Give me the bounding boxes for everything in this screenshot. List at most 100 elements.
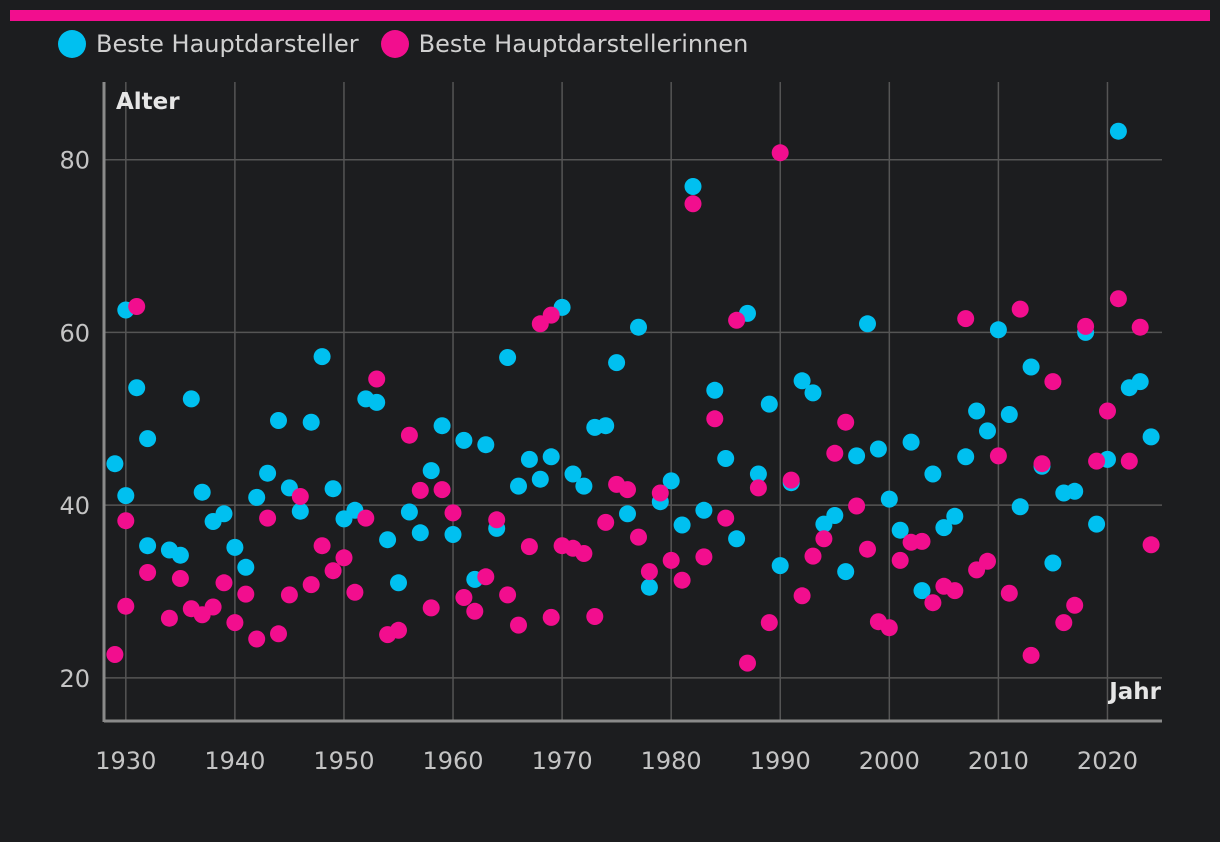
actor-point-93 [1109, 122, 1127, 140]
actor-point-12 [226, 538, 244, 556]
actress-point-60 [749, 479, 767, 497]
axes [102, 82, 1162, 723]
actor-point-41 [542, 448, 560, 466]
actress-point-32 [455, 589, 473, 606]
actor-point-75 [913, 582, 931, 600]
actress-point-9 [204, 598, 222, 616]
actor-point-4 [139, 537, 157, 555]
actor-point-2 [117, 487, 135, 505]
actress-point-48 [619, 481, 636, 499]
actress-point-24 [368, 370, 386, 388]
actor-point-7 [171, 546, 189, 564]
actress-point-34 [477, 568, 495, 586]
actor-point-3 [128, 379, 146, 397]
actress-point-22 [346, 583, 364, 601]
actor-point-95 [1131, 373, 1149, 391]
x-tick-label-1930: 1930 [95, 747, 156, 775]
actor-point-46 [597, 417, 615, 435]
legend-swatch-actors [58, 30, 86, 58]
actress-point-76 [924, 594, 942, 612]
actress-point-94 [1120, 452, 1138, 470]
actress-point-68 [837, 413, 855, 431]
actor-point-43 [564, 465, 582, 483]
actor-point-29 [411, 524, 429, 542]
y-tick-label-80: 80 [59, 147, 90, 175]
actress-point-4 [139, 564, 157, 581]
actress-point-17 [291, 488, 309, 505]
actress-point-11 [226, 614, 244, 632]
actress-point-79 [957, 310, 975, 328]
y-tick-label-60: 60 [59, 319, 90, 347]
actress-point-52 [662, 551, 680, 569]
actor-point-69 [848, 447, 866, 465]
actor-point-5 [139, 430, 157, 448]
actress-point-35 [488, 511, 506, 529]
actor-point-31 [433, 417, 451, 435]
actor-point-85 [1022, 358, 1040, 376]
actor-point-74 [902, 433, 920, 451]
actress-point-61 [760, 614, 778, 632]
actress-point-49 [630, 528, 647, 546]
actress-point-16 [280, 586, 298, 604]
series-actresses [106, 144, 1160, 672]
actor-point-68 [837, 563, 855, 581]
actress-point-44 [575, 545, 593, 562]
actress-point-28 [411, 481, 429, 499]
actress-point-78 [946, 582, 964, 600]
actress-point-29 [422, 599, 440, 617]
legend-label-actresses: Beste Hauptdarstellerinnen [418, 30, 749, 58]
actress-point-27 [400, 426, 418, 444]
legend-item-actresses: Beste Hauptdarstellerinnen [380, 30, 749, 58]
actor-point-76 [924, 465, 942, 483]
actor-point-67 [826, 507, 844, 524]
y-tick-label-40: 40 [59, 492, 90, 520]
tick-labels: 1930 1940 1950 1960 1970 1980 1990 2000 2010 2020… [59, 147, 1138, 775]
actress-point-26 [390, 621, 407, 639]
actress-point-23 [357, 509, 375, 527]
actor-point-33 [455, 431, 473, 449]
actor-point-9 [193, 483, 211, 501]
actress-point-67 [826, 444, 844, 462]
actress-point-63 [782, 471, 800, 489]
actress-point-87 [1044, 373, 1062, 391]
actress-point-90 [1077, 317, 1095, 335]
actor-point-72 [880, 490, 898, 508]
actor-point-77 [935, 519, 953, 537]
actor-point-14 [248, 488, 266, 506]
x-tick-label-2000: 2000 [859, 747, 920, 775]
actor-point-84 [1011, 498, 1029, 516]
x-tick-label-2020: 2020 [1077, 747, 1138, 775]
y-tick-label-20: 20 [59, 665, 90, 693]
actor-point-96 [1142, 428, 1160, 446]
actress-point-95 [1131, 318, 1149, 336]
actress-point-38 [520, 538, 538, 556]
actor-point-37 [499, 349, 517, 366]
actress-point-18 [302, 576, 320, 594]
data-points [106, 122, 1160, 672]
actress-point-46 [597, 513, 615, 531]
actor-point-58 [728, 530, 746, 548]
legend-item-actors: Beste Hauptdarsteller [58, 30, 359, 58]
actress-point-1 [117, 512, 135, 530]
actress-point-53 [673, 571, 691, 589]
actress-point-91 [1088, 452, 1106, 470]
actress-point-0 [106, 646, 124, 663]
actress-point-51 [651, 484, 669, 502]
x-tick-label-1990: 1990 [750, 747, 811, 775]
actor-point-30 [422, 462, 440, 480]
actress-point-75 [913, 532, 931, 550]
actress-point-85 [1022, 646, 1040, 664]
actor-point-15 [259, 464, 277, 482]
actor-point-49 [630, 318, 647, 336]
actor-point-19 [302, 413, 320, 431]
x-tick-label-1950: 1950 [313, 747, 374, 775]
actor-point-55 [695, 501, 713, 519]
actress-point-84 [1011, 300, 1029, 318]
actor-point-18 [291, 502, 309, 520]
actor-point-91 [1088, 515, 1106, 533]
actor-point-61 [760, 395, 778, 413]
x-tick-label-1940: 1940 [204, 747, 265, 775]
actor-point-26 [379, 531, 397, 549]
x-axis-title: Jahr [1107, 679, 1161, 705]
